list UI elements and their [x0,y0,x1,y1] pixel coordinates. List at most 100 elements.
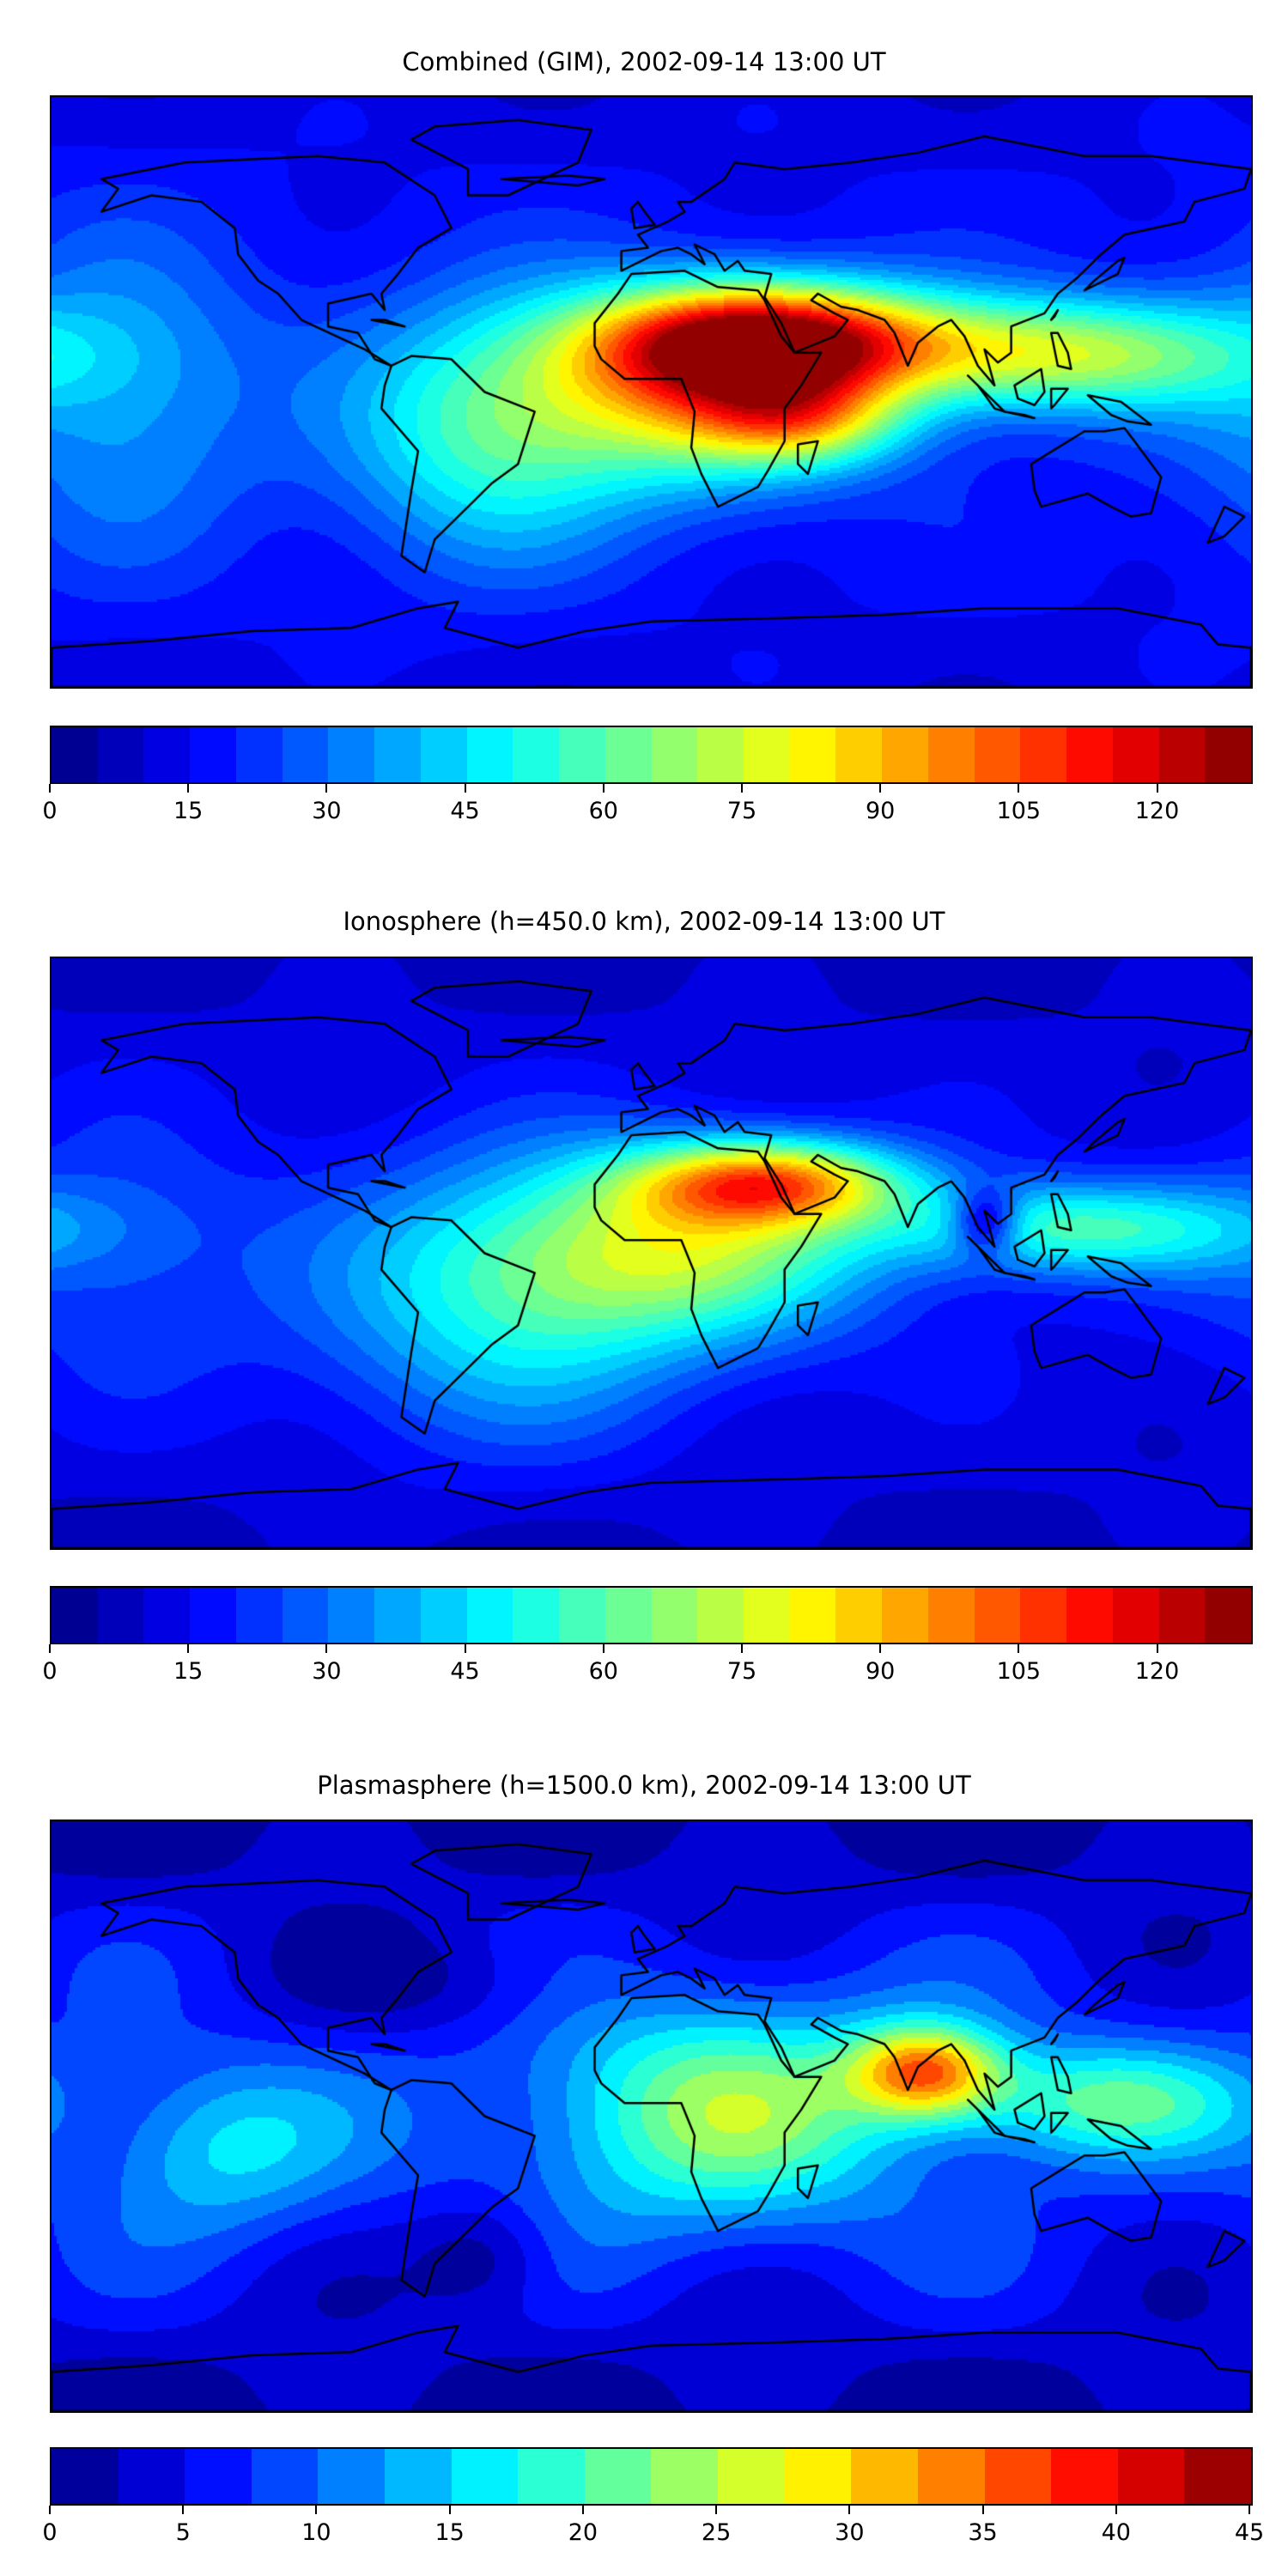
colorbar-bin [190,727,236,782]
colorbar-tick [187,1644,190,1653]
colorbar-tick-label: 45 [450,1658,480,1685]
colorbar-tick-label: 105 [996,798,1042,824]
colorbar-bin [143,727,191,782]
colorbar-bin [190,1588,236,1643]
colorbar-tick-label: 40 [1101,2519,1131,2546]
colorbar-tick [315,2506,318,2514]
colorbar-bin [927,727,975,782]
colorbar [50,2447,1253,2506]
colorbar-ticks: 0 5 10 15 20 25 30 35 40 45 [42,2506,1264,2557]
colorbar-tick-label: 45 [450,798,480,824]
colorbar-tick-label: 60 [588,1658,618,1685]
colorbar-bin [282,1588,329,1643]
colorbar-bin [974,1588,1021,1643]
colorbar-tick [581,2506,584,2514]
colorbar-bin [451,2449,519,2504]
colorbar-bin [559,1588,605,1643]
colorbar-bin [97,727,144,782]
tec-map-canvas [52,97,1251,687]
colorbar-bin [118,2449,185,2504]
colorbar-bin [466,727,513,782]
colorbar-bin [374,727,421,782]
colorbar-tick [879,1644,882,1653]
colorbar-bin [143,1588,191,1643]
colorbar-bin [1184,2449,1251,2504]
colorbar [50,726,1253,784]
colorbar [50,1586,1253,1644]
colorbar-bin [513,1588,560,1643]
colorbar-tick-label: 0 [42,798,58,824]
colorbar-bin [835,1588,883,1643]
colorbar-bin [744,727,790,782]
colorbar-tick [602,1644,605,1653]
colorbar-bin [518,2449,585,2504]
colorbar-tick [1018,1644,1020,1653]
map-plot [50,1820,1253,2413]
colorbar-tick [448,2506,451,2514]
colorbar-bin [651,2449,719,2504]
colorbar-ticks: 0 15 30 45 60 75 90 105 120 [42,784,1249,835]
colorbar-bin [185,2449,252,2504]
colorbar-tick-label: 30 [312,798,342,824]
colorbar-bin [235,727,283,782]
colorbar-bin [97,1588,144,1643]
colorbar-bin [513,727,560,782]
colorbar-tick [464,784,466,793]
colorbar-tick [325,784,328,793]
colorbar-tick [1018,784,1020,793]
colorbar-tick [879,784,882,793]
colorbar-tick-label: 10 [301,2519,331,2546]
colorbar-bin [697,1588,744,1643]
colorbar-bin [1205,1588,1252,1643]
colorbar-bin [744,1588,790,1643]
colorbar-bin [466,1588,513,1643]
colorbar-bin [605,727,652,782]
colorbar-bin [328,1588,375,1643]
colorbar-bin [52,727,98,782]
colorbar-bin [784,2449,852,2504]
colorbar-bin [1158,1588,1206,1643]
colorbar-bin [605,1588,652,1643]
colorbar-bin [420,727,467,782]
colorbar-bin [559,727,605,782]
colorbar-tick [715,2506,718,2514]
colorbar-bin [385,2449,452,2504]
colorbar-tick [187,784,190,793]
colorbar-bin [882,1588,928,1643]
colorbar-tick-label: 90 [865,1658,896,1685]
colorbar-tick [1115,2506,1117,2514]
colorbar-tick [464,1644,466,1653]
colorbar-bin [1051,2449,1118,2504]
colorbar-tick-label: 45 [1234,2519,1265,2546]
colorbar-tick-label: 120 [1134,1658,1180,1685]
colorbar-tick [740,784,743,793]
colorbar-tick [740,1644,743,1653]
colorbar-bin [1205,727,1252,782]
colorbar-tick [325,1644,328,1653]
colorbar-bin [851,2449,918,2504]
colorbar-tick [1156,1644,1158,1653]
colorbar-bin [1117,2449,1185,2504]
colorbar-tick-label: 15 [173,798,204,824]
tec-map-canvas [52,958,1251,1548]
chart-title: Ionosphere (h=450.0 km), 2002-09-14 13:0… [343,907,945,936]
colorbar-tick-label: 15 [434,2519,465,2546]
colorbar-tick [49,2506,51,2514]
colorbar-bin [282,727,329,782]
colorbar-bin [1158,727,1206,782]
colorbar-tick-label: 15 [173,1658,204,1685]
colorbar-bin [927,1588,975,1643]
colorbar-bin [651,727,698,782]
colorbar-tick [981,2506,984,2514]
colorbar-bin [374,1588,421,1643]
colorbar-bin [789,1588,836,1643]
colorbar-tick-label: 90 [865,798,896,824]
colorbar-ticks: 0 15 30 45 60 75 90 105 120 [42,1644,1249,1696]
colorbar-bin [1066,727,1113,782]
chart-title: Plasmasphere (h=1500.0 km), 2002-09-14 1… [317,1771,971,1800]
colorbar-tick [848,2506,851,2514]
colorbar-bin [984,2449,1052,2504]
colorbar-bin [1020,727,1067,782]
colorbar-tick-label: 105 [996,1658,1042,1685]
colorbar-bin [1112,1588,1159,1643]
